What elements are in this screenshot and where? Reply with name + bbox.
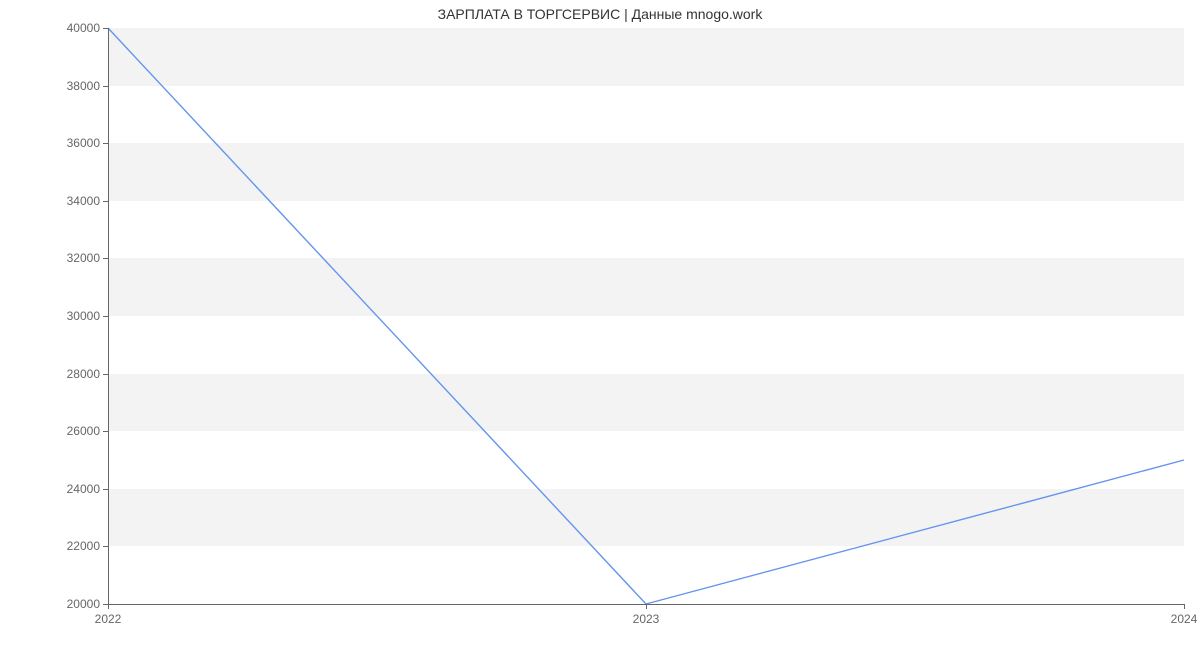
y-tick-label: 34000 <box>67 194 100 208</box>
y-tick-label: 22000 <box>67 539 100 553</box>
y-tick-mark <box>103 28 108 29</box>
y-tick-label: 24000 <box>67 482 100 496</box>
y-tick-label: 28000 <box>67 367 100 381</box>
series-salary <box>108 28 1184 604</box>
x-tick-label: 2022 <box>95 612 122 626</box>
x-tick-mark <box>646 604 647 609</box>
y-tick-mark <box>103 546 108 547</box>
y-tick-mark <box>103 201 108 202</box>
y-tick-label: 36000 <box>67 136 100 150</box>
y-tick-label: 26000 <box>67 424 100 438</box>
y-tick-label: 38000 <box>67 79 100 93</box>
plot-area: 2000022000240002600028000300003200034000… <box>108 28 1184 604</box>
y-tick-mark <box>103 86 108 87</box>
x-tick-label: 2023 <box>633 612 660 626</box>
y-tick-label: 20000 <box>67 597 100 611</box>
y-tick-mark <box>103 374 108 375</box>
chart-title: ЗАРПЛАТА В ТОРГСЕРВИС | Данные mnogo.wor… <box>0 6 1200 22</box>
y-tick-label: 40000 <box>67 21 100 35</box>
x-tick-mark <box>1184 604 1185 609</box>
y-tick-mark <box>103 316 108 317</box>
y-tick-mark <box>103 143 108 144</box>
salary-line-chart: ЗАРПЛАТА В ТОРГСЕРВИС | Данные mnogo.wor… <box>0 0 1200 650</box>
y-tick-label: 30000 <box>67 309 100 323</box>
y-tick-label: 32000 <box>67 251 100 265</box>
y-axis <box>108 28 109 604</box>
y-tick-mark <box>103 431 108 432</box>
line-layer <box>108 28 1184 604</box>
x-tick-mark <box>108 604 109 609</box>
y-tick-mark <box>103 258 108 259</box>
x-tick-label: 2024 <box>1171 612 1198 626</box>
y-tick-mark <box>103 489 108 490</box>
